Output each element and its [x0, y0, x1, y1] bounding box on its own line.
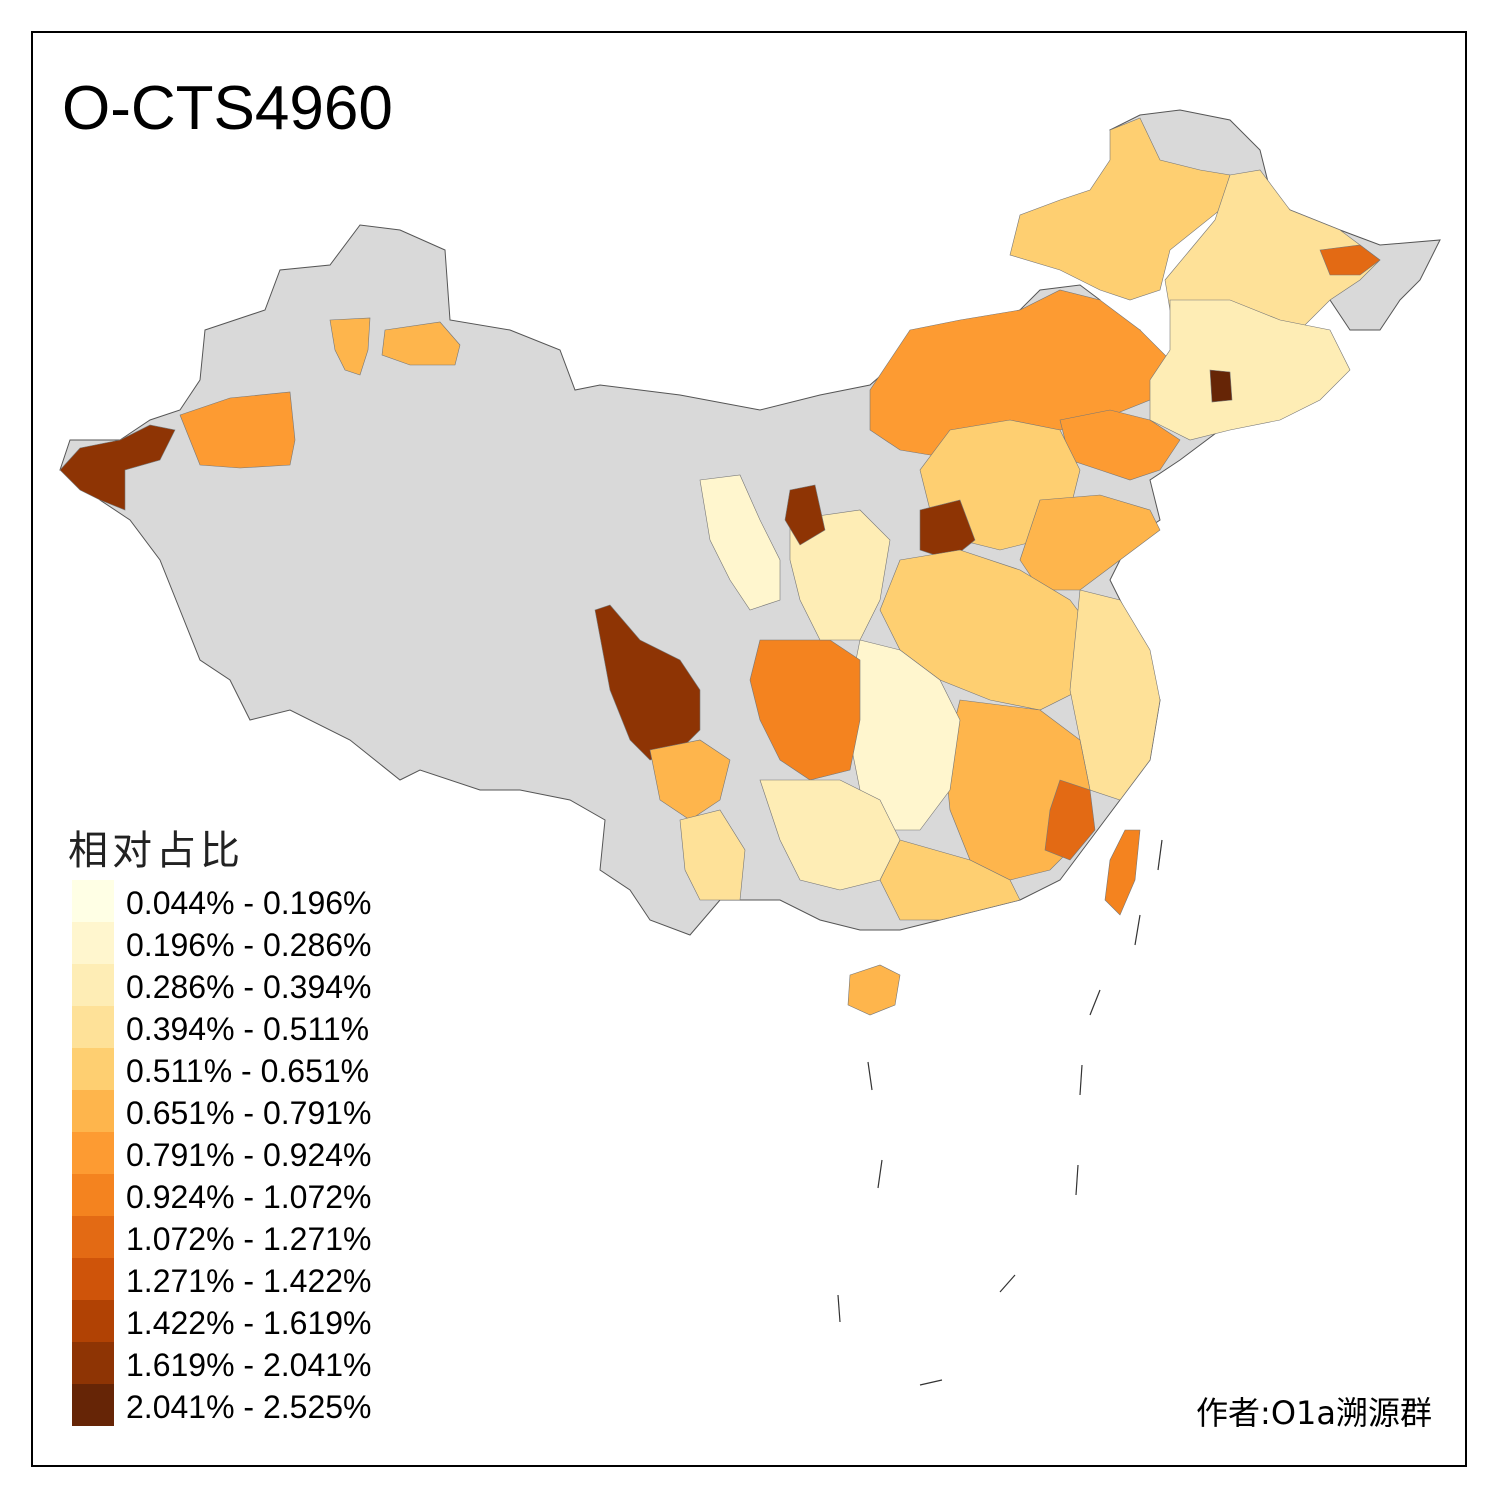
legend-label: 1.271% - 1.422%: [126, 1263, 372, 1299]
legend-swatch: [72, 1342, 114, 1384]
region-taiwan: [1104, 829, 1141, 916]
legend-item: 0.651% - 0.791%: [72, 1090, 432, 1132]
legend-item: 0.394% - 0.511%: [72, 1006, 432, 1048]
region-heilongjiang-east: [1319, 244, 1381, 276]
region-xinjiang-mid: [179, 391, 296, 469]
region-chongqing-sichuan-east: [749, 639, 861, 781]
region-guizhou-guangxi: [759, 779, 901, 891]
legend-item: 1.619% - 2.041%: [72, 1342, 432, 1384]
legend-item: 0.196% - 0.286%: [72, 922, 432, 964]
legend-label: 0.044% - 0.196%: [126, 885, 372, 921]
legend-label: 0.924% - 1.072%: [126, 1179, 372, 1215]
legend-item: 1.072% - 1.271%: [72, 1216, 432, 1258]
south-sea-dashes: [837, 839, 1163, 1386]
legend-swatch: [72, 1174, 114, 1216]
legend-swatch: [72, 922, 114, 964]
legend-swatch: [72, 1258, 114, 1300]
legend-swatch: [72, 1384, 114, 1426]
legend-swatch: [72, 880, 114, 922]
legend-item: 0.924% - 1.072%: [72, 1174, 432, 1216]
region-xinjiang-north-1: [329, 317, 371, 376]
data-regions: [59, 117, 1381, 1016]
region-jilin-liaoning: [1149, 299, 1351, 441]
legend-label: 0.286% - 0.394%: [126, 969, 372, 1005]
author-credit: 作者:O1a溯源群: [1196, 1394, 1432, 1432]
region-fujian-coast: [1044, 779, 1096, 861]
region-yunnan-north: [649, 739, 731, 821]
region-shaanxi: [789, 509, 891, 641]
region-henan-anhui: [879, 549, 1101, 711]
legend-swatch: [72, 1132, 114, 1174]
legend-label: 1.072% - 1.271%: [126, 1221, 372, 1257]
legend-swatch: [72, 1300, 114, 1342]
region-jiangsu-zhejiang: [1069, 589, 1161, 801]
legend-item: 1.271% - 1.422%: [72, 1258, 432, 1300]
region-shanxi-hotspot: [919, 499, 976, 561]
legend-item: 2.041% - 2.525%: [72, 1384, 432, 1426]
region-xinjiang-kashgar: [59, 424, 176, 511]
legend-label: 0.196% - 0.286%: [126, 927, 372, 963]
legend-item: 0.511% - 0.651%: [72, 1048, 432, 1090]
legend-label: 1.619% - 2.041%: [126, 1347, 372, 1383]
map-title: O-CTS4960: [62, 74, 393, 143]
legend: 0.044% - 0.196% 0.196% - 0.286% 0.286% - 0…: [72, 880, 432, 1426]
region-xinjiang-north-2: [381, 321, 461, 366]
legend-label: 1.422% - 1.619%: [126, 1305, 372, 1341]
map-frame: [31, 31, 1467, 1467]
region-jilin-hotspot: [1209, 369, 1233, 403]
region-guangdong: [879, 839, 1021, 921]
legend-title: 相对占比: [68, 828, 244, 874]
region-ningxia-hotspot: [784, 484, 826, 546]
region-innermongolia-east: [1009, 117, 1231, 301]
region-yunnan-south: [679, 809, 746, 901]
region-hainan: [847, 964, 901, 1016]
legend-swatch: [72, 1090, 114, 1132]
legend-item: 1.422% - 1.619%: [72, 1300, 432, 1342]
legend-swatch: [72, 1216, 114, 1258]
legend-swatch: [72, 1048, 114, 1090]
region-liaoning-south: [1059, 409, 1181, 481]
legend-label: 0.651% - 0.791%: [126, 1095, 372, 1131]
legend-label: 0.511% - 0.651%: [126, 1053, 370, 1089]
legend-swatch: [72, 1006, 114, 1048]
legend-item: 0.791% - 0.924%: [72, 1132, 432, 1174]
legend-label: 2.041% - 2.525%: [126, 1389, 372, 1425]
region-sichuan-west: [594, 604, 701, 761]
legend-item: 0.044% - 0.196%: [72, 880, 432, 922]
region-gansu-ningxia: [699, 474, 781, 611]
legend-swatch: [72, 964, 114, 1006]
legend-item: 0.286% - 0.394%: [72, 964, 432, 1006]
legend-label: 0.791% - 0.924%: [126, 1137, 372, 1173]
region-shandong: [1019, 494, 1161, 591]
legend-label: 0.394% - 0.511%: [126, 1011, 370, 1047]
